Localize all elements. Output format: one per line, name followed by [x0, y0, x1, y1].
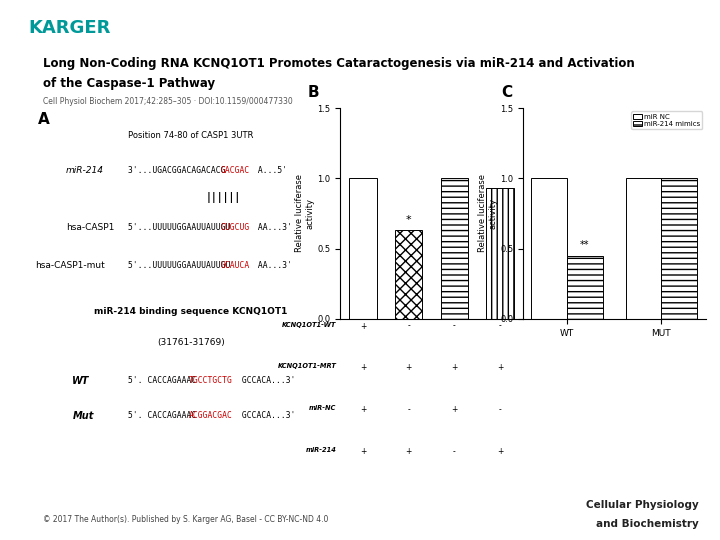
Text: TGCCTGCTG: TGCCTGCTG: [189, 376, 233, 386]
Text: +: +: [497, 363, 503, 373]
Text: +: +: [497, 447, 503, 456]
Text: and Biochemistry: and Biochemistry: [595, 519, 698, 529]
Text: Mut: Mut: [73, 411, 94, 421]
Text: -: -: [499, 405, 501, 414]
Text: ACGGACGAC: ACGGACGAC: [189, 411, 233, 420]
Text: AA...3': AA...3': [253, 261, 292, 271]
Text: KARGER: KARGER: [29, 19, 111, 37]
Bar: [531, 178, 567, 319]
Text: GCCACA...3': GCCACA...3': [238, 411, 296, 420]
Text: Position 74-80 of CASP1 3UTR: Position 74-80 of CASP1 3UTR: [128, 131, 253, 140]
Text: Cellular Physiology: Cellular Physiology: [585, 500, 698, 510]
Text: *: *: [406, 215, 411, 225]
Text: +: +: [451, 405, 457, 414]
Text: AA...3': AA...3': [253, 223, 292, 232]
Text: B: B: [307, 85, 319, 99]
Text: +: +: [360, 363, 366, 373]
Text: 5'. CACCAGAAAC: 5'. CACCAGAAAC: [128, 411, 202, 420]
Text: KCNQ1OT1-WT: KCNQ1OT1-WT: [282, 321, 336, 328]
Bar: [486, 188, 514, 319]
Text: +: +: [451, 363, 457, 373]
Text: -: -: [453, 447, 456, 456]
Text: (31761-31769): (31761-31769): [157, 338, 225, 347]
Text: UCAUCA: UCAUCA: [220, 261, 250, 271]
Bar: [626, 178, 662, 319]
Text: -: -: [499, 321, 501, 330]
Text: +: +: [405, 363, 412, 373]
Text: © 2017 The Author(s). Published by S. Karger AG, Basel - CC BY-NC-ND 4.0: © 2017 The Author(s). Published by S. Ka…: [43, 515, 328, 524]
Bar: [349, 178, 377, 319]
Text: KCNQ1OT1-MRT: KCNQ1OT1-MRT: [278, 363, 336, 369]
Bar: [441, 178, 468, 319]
Text: ||||||: ||||||: [206, 192, 241, 204]
Text: +: +: [360, 447, 366, 456]
Text: Cell Physiol Biochem 2017;42:285–305 · DOI:10.1159/000477330: Cell Physiol Biochem 2017;42:285–305 · D…: [43, 97, 293, 106]
Text: -: -: [453, 321, 456, 330]
Bar: [662, 178, 697, 319]
Text: -: -: [408, 405, 410, 414]
Y-axis label: Relative luciferase
activity: Relative luciferase activity: [295, 174, 315, 252]
Text: hsa-CASP1-mut: hsa-CASP1-mut: [35, 261, 105, 271]
Legend: miR NC, miR-214 mimics: miR NC, miR-214 mimics: [631, 111, 702, 129]
Text: -: -: [408, 321, 410, 330]
Bar: [395, 230, 423, 319]
Text: GCCACA...3': GCCACA...3': [238, 376, 296, 386]
Text: +: +: [360, 321, 366, 330]
Text: A: A: [38, 112, 50, 127]
Text: 5'. CACCAGAAAC: 5'. CACCAGAAAC: [128, 376, 202, 386]
Text: Long Non-Coding RNA KCNQ1OT1 Promotes Cataractogenesis via miR-214 and Activatio: Long Non-Coding RNA KCNQ1OT1 Promotes Ca…: [43, 57, 635, 70]
Text: A...5': A...5': [253, 165, 287, 174]
Text: CUGCUG: CUGCUG: [220, 223, 250, 232]
Text: 5'...UUUUUGGAAUUAUUGU: 5'...UUUUUGGAAUUAUUGU: [128, 223, 235, 232]
Text: hsa-CASP1: hsa-CASP1: [66, 223, 114, 232]
Text: of the Caspase-1 Pathway: of the Caspase-1 Pathway: [43, 77, 215, 90]
Text: miR-214: miR-214: [66, 165, 104, 174]
Text: miR-NC: miR-NC: [309, 405, 336, 411]
Text: +: +: [405, 447, 412, 456]
Text: 5'...UUUUUGGAAUUAUUGU: 5'...UUUUUGGAAUUAUUGU: [128, 261, 235, 271]
Text: miR-214 binding sequence KCNQ1OT1: miR-214 binding sequence KCNQ1OT1: [94, 307, 287, 316]
Text: WT: WT: [73, 376, 90, 387]
Text: C: C: [501, 85, 512, 99]
Text: +: +: [360, 405, 366, 414]
Text: GACGAC: GACGAC: [220, 165, 250, 174]
Bar: [567, 255, 603, 319]
Text: 3'...UGACGGACAGACACG: 3'...UGACGGACAGACACG: [128, 165, 231, 174]
Text: **: **: [580, 240, 590, 250]
Text: miR-214: miR-214: [306, 447, 336, 453]
Y-axis label: Relative luciferase
activity: Relative luciferase activity: [478, 174, 498, 252]
